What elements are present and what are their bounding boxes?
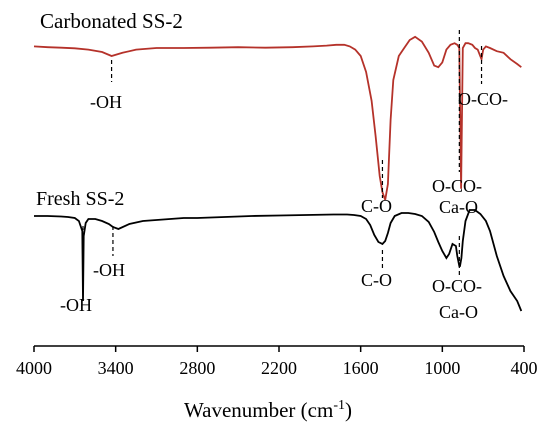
annotation-carb-ococa-2: Ca-O (439, 197, 478, 217)
series-line-carbonated (33, 35, 522, 201)
annotation-markers (82, 30, 483, 290)
x-axis-title-end: ) (345, 398, 352, 422)
x-axis-ticks: 4000 3400 2800 2200 1600 1000 400 (16, 346, 538, 378)
x-axis-title-sup: -1 (333, 398, 345, 413)
x-tick-label-2200: 2200 (261, 358, 297, 378)
series-line-fresh (34, 209, 523, 312)
annotation-fresh-ococa-1: O-CO- (432, 276, 482, 296)
annotation-carb-ococa-1: O-CO- (432, 176, 482, 196)
x-axis-title-main: Wavenumber (cm (184, 398, 333, 422)
x-tick-label-1000: 1000 (424, 358, 460, 378)
annotation-carb-co: C-O (361, 196, 392, 216)
x-tick-label-3400: 3400 (98, 358, 134, 378)
x-axis-title: Wavenumber (cm-1) (184, 398, 352, 422)
annotation-fresh-co: C-O (361, 270, 392, 290)
x-tick-label-4000: 4000 (16, 358, 52, 378)
annotation-carb-oh: -OH (90, 92, 122, 112)
legend-carbonated: Carbonated SS-2 (40, 9, 183, 33)
annotation-fresh-oh-broad: -OH (93, 260, 125, 280)
annotation-carb-oco712: O-CO- (458, 89, 508, 109)
legend-fresh: Fresh SS-2 (36, 188, 124, 210)
x-tick-label-400: 400 (511, 358, 538, 378)
x-tick-label-2800: 2800 (179, 358, 215, 378)
x-tick-label-1600: 1600 (343, 358, 379, 378)
annotation-fresh-ococa-2: Ca-O (439, 302, 478, 322)
annotation-fresh-oh-sharp: -OH (60, 295, 92, 315)
